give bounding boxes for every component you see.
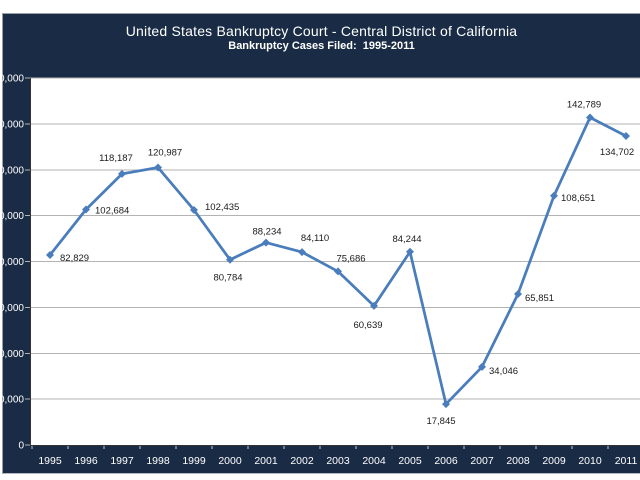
data-point-1997	[118, 169, 126, 178]
x-tick-label-1996: 1996	[74, 455, 98, 467]
chart-subtitle: Bankruptcy Cases Filed: 1995-2011	[228, 40, 415, 52]
data-label-2000: 80,784	[213, 273, 242, 284]
y-tick-label-120,000: 120,000	[0, 165, 24, 176]
x-tick-label-2010: 2010	[578, 455, 602, 467]
data-label-2007: 34,046	[489, 366, 518, 377]
data-point-2004	[370, 301, 378, 310]
y-tick-label-140,000: 140,000	[0, 119, 24, 130]
x-tick-label-2005: 2005	[398, 455, 422, 467]
data-point-1995	[46, 251, 54, 260]
data-point-1996	[82, 205, 90, 214]
x-tick-label-2004: 2004	[362, 455, 386, 467]
data-label-2008: 65,851	[525, 293, 554, 304]
data-label-2002: 84,110	[301, 233, 329, 244]
data-label-2003: 75,686	[336, 253, 365, 264]
data-label-2010: 142,789	[567, 99, 601, 110]
x-tick-label-2009: 2009	[542, 455, 566, 467]
data-point-1999	[190, 206, 198, 215]
data-point-2008	[514, 289, 522, 298]
data-point-2010	[586, 113, 594, 122]
x-tick-label-2000: 2000	[218, 455, 242, 467]
chart-header: United States Bankruptcy Court - Central…	[3, 23, 640, 53]
data-point-2003	[334, 267, 342, 276]
y-tick-label-60,000: 60,000	[0, 303, 24, 314]
data-label-1998: 120,987	[148, 147, 182, 158]
data-point-2005	[406, 247, 414, 256]
y-tick-label-0: 0	[18, 441, 24, 452]
data-label-1999: 102,435	[205, 202, 239, 213]
y-tick-label-80,000: 80,000	[0, 257, 24, 268]
data-label-1995: 82,829	[60, 253, 89, 264]
data-point-2011	[622, 132, 630, 141]
y-tick-label-20,000: 20,000	[0, 395, 24, 406]
data-point-2001	[262, 238, 270, 247]
data-label-2001: 88,234	[252, 227, 281, 238]
data-point-1998	[154, 163, 162, 172]
data-label-2004: 60,639	[353, 320, 382, 331]
data-point-2002	[298, 248, 306, 257]
y-tick-label-160,000: 160,000	[0, 74, 24, 85]
chart-title: United States Bankruptcy Court - Central…	[125, 23, 518, 39]
data-point-2006	[442, 400, 450, 409]
x-tick-label-2003: 2003	[326, 455, 350, 467]
x-tick-label-2002: 2002	[290, 455, 314, 467]
x-tick-label-1998: 1998	[146, 455, 170, 467]
x-tick-label-2011: 2011	[615, 455, 638, 467]
data-point-2000	[226, 255, 234, 264]
data-label-2009: 108,651	[561, 193, 595, 204]
data-point-2007	[478, 362, 486, 371]
data-label-2006: 17,845	[426, 416, 455, 427]
data-label-2011: 134,702	[600, 147, 634, 158]
x-tick-label-2008: 2008	[506, 455, 530, 467]
x-tick-label-2001: 2001	[254, 455, 278, 467]
y-tick-label-40,000: 40,000	[0, 349, 24, 360]
x-tick-label-1997: 1997	[110, 455, 134, 467]
data-label-1996: 102,684	[95, 205, 129, 216]
x-tick-label-1995: 1995	[38, 455, 62, 467]
data-label-2005: 84,244	[392, 234, 421, 245]
data-point-2009	[550, 191, 558, 200]
data-label-1997: 118,187	[99, 153, 133, 164]
x-tick-label-1999: 1999	[182, 455, 206, 467]
x-tick-label-2007: 2007	[470, 455, 494, 467]
y-tick-label-100,000: 100,000	[0, 211, 24, 222]
x-tick-label-2006: 2006	[434, 455, 458, 467]
